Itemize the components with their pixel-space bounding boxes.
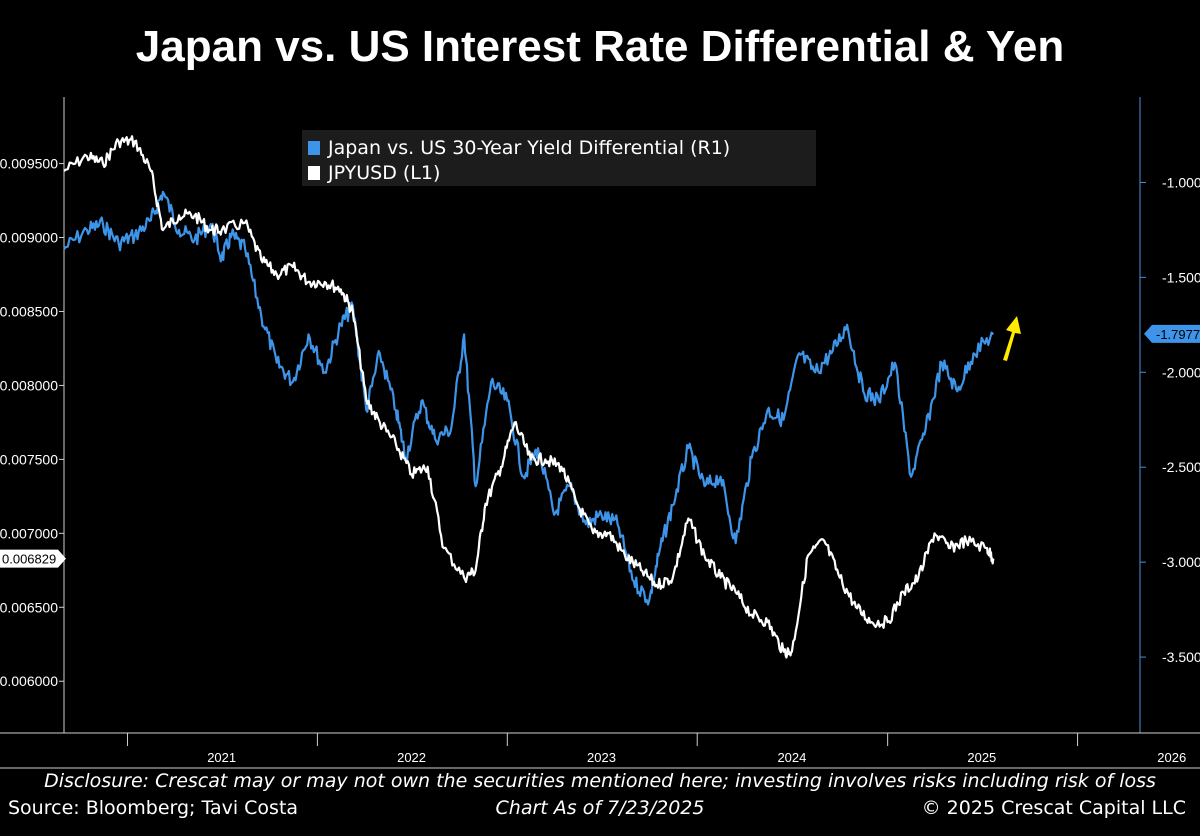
left-axis-tick-label: 0.009500 xyxy=(0,156,58,172)
legend-swatch-jpyusd xyxy=(308,166,320,180)
up-arrow-icon xyxy=(1003,316,1021,361)
series-line-jpyusd xyxy=(63,135,995,659)
left-axis-tick-label: 0.007000 xyxy=(0,525,58,541)
x-axis-tick-label: 2025 xyxy=(967,750,996,765)
right-last-value-tag xyxy=(1144,324,1200,343)
legend-label-differential: Japan vs. US 30-Year Yield Differential … xyxy=(327,137,730,159)
legend-swatch-differential xyxy=(308,141,320,155)
left-axis-tick-label: 0.008000 xyxy=(0,377,58,393)
copyright-text: © 2025 Crescat Capital LLC xyxy=(921,797,1186,819)
right-last-value-label: -1.7977 xyxy=(1156,327,1200,342)
x-axis-tick-label: 2021 xyxy=(207,750,236,765)
x-axis-tick-label: 2024 xyxy=(777,750,806,765)
left-axis-tick-label: 0.007500 xyxy=(0,451,58,467)
left-axis-tick-label: 0.006500 xyxy=(0,599,58,615)
source-text: Source: Bloomberg; Tavi Costa xyxy=(8,797,299,819)
x-axis-tick-label: 2026 xyxy=(1157,750,1186,765)
left-axis-tick-label: 0.009000 xyxy=(0,230,58,246)
left-last-value-tag xyxy=(0,549,66,568)
left-last-value-label: 0.006829 xyxy=(2,552,56,567)
left-axis-tick-label: 0.008500 xyxy=(0,303,58,319)
chart-title: Japan vs. US Interest Rate Differential … xyxy=(135,22,1065,71)
disclosure-text: Disclosure: Crescat may or may not own t… xyxy=(44,770,1156,792)
left-axis-tick-label: 0.006000 xyxy=(0,673,58,689)
x-axis-tick-label: 2023 xyxy=(587,750,616,765)
legend-box xyxy=(302,130,816,186)
as-of-text: Chart As of 7/23/2025 xyxy=(495,797,705,819)
series-line-yield-differential xyxy=(63,190,995,606)
x-axis-tick-label: 2022 xyxy=(397,750,426,765)
legend-label-jpyusd: JPYUSD (L1) xyxy=(327,162,440,184)
